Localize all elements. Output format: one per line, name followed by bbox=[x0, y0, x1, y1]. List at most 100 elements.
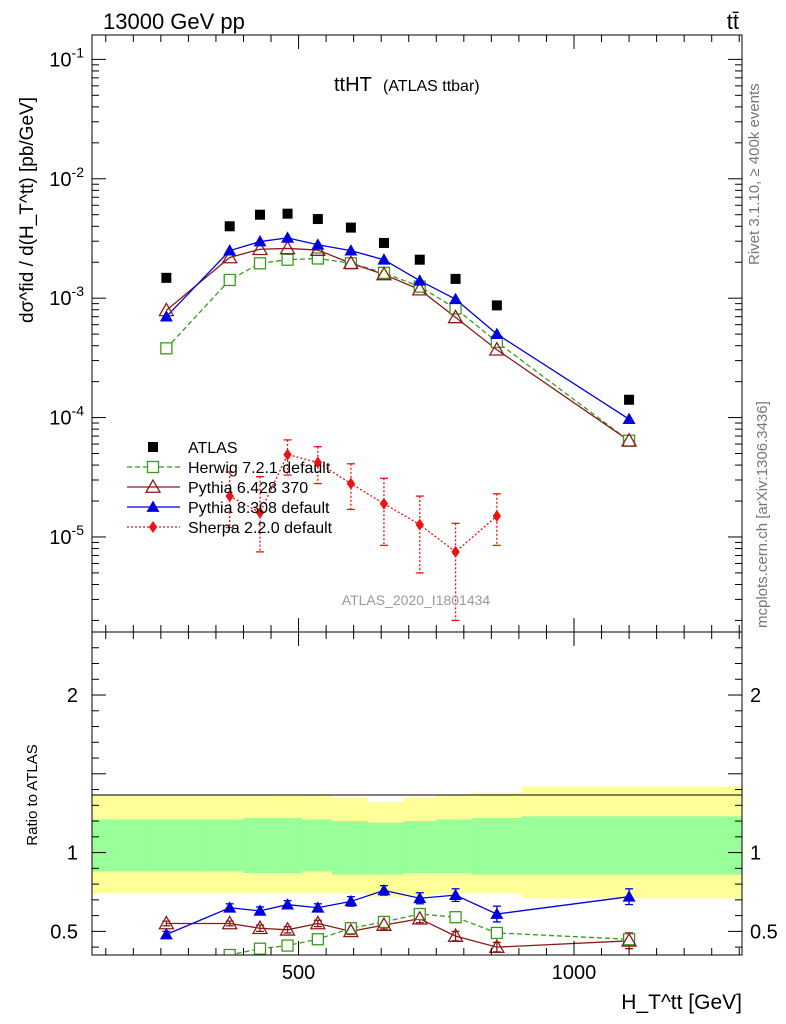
y-tick-label-exponent: -2 bbox=[72, 164, 85, 180]
herwig-point bbox=[160, 342, 173, 355]
pythia6-point bbox=[375, 266, 393, 281]
ratio-panel: 500 1000 0.5 0.5 1 1 2 2 Ratio to ATLAS H_T^tt … bbox=[24, 631, 778, 1014]
pythia8-point bbox=[413, 274, 427, 286]
pythia6-point bbox=[488, 341, 505, 356]
pythia6-point bbox=[447, 309, 464, 324]
y-tick-label-base: 10 bbox=[49, 527, 71, 549]
pythia8-point bbox=[253, 235, 267, 247]
ratio-pythia8-point bbox=[223, 901, 237, 913]
pythia6-point bbox=[251, 240, 269, 256]
ratio-axes: 500 1000 0.5 0.5 1 1 2 2 bbox=[50, 632, 778, 984]
ratio-herwig-point bbox=[377, 915, 391, 929]
main-ylabel: dσ^fid / d(H_T^tt) [pb/GeV] bbox=[17, 97, 38, 323]
pythia8-point bbox=[223, 244, 237, 256]
pythia6-point bbox=[221, 249, 238, 264]
y-tick-label-base: 10 bbox=[49, 169, 71, 191]
ratio-pythia6-point bbox=[309, 915, 326, 930]
herwig-point bbox=[223, 273, 236, 287]
ratio-pythia6-point bbox=[279, 921, 296, 936]
legend-marker-sherpa bbox=[148, 521, 158, 533]
pythia6-point bbox=[620, 432, 638, 447]
main-panel-frame bbox=[91, 34, 743, 633]
ratio-plot-marks bbox=[158, 883, 638, 975]
main-axes: 10-110-210-310-410-5 bbox=[49, 35, 742, 632]
sherpa-point bbox=[379, 497, 389, 510]
ratio-herwig-point bbox=[413, 907, 426, 921]
y-tick-label-base: 10 bbox=[49, 49, 71, 71]
ratio-herwig-point bbox=[311, 933, 324, 946]
sherpa-point bbox=[415, 518, 424, 531]
ratio-band-inner bbox=[273, 817, 302, 874]
pythia8-point bbox=[490, 327, 504, 339]
atlas-point bbox=[312, 214, 323, 225]
ratio-pythia6-point bbox=[158, 915, 175, 930]
legend-marker-pythia6 bbox=[144, 478, 162, 493]
ratio-y-tick-label-right: 1 bbox=[750, 843, 761, 865]
ratio-band-inner bbox=[243, 817, 275, 874]
main-panel: 10-110-210-310-410-5 ttHT (ATLAS ttbar) … bbox=[17, 34, 743, 633]
pythia8-point bbox=[311, 238, 325, 250]
legend-label: ATLAS bbox=[188, 440, 238, 457]
pythia8-point bbox=[377, 253, 391, 265]
y-tick-label-base: 10 bbox=[49, 288, 71, 310]
ratio-y-tick-label-left: 2 bbox=[67, 685, 78, 707]
legend-label: Sherpa 2.2.0 default bbox=[188, 520, 333, 537]
ratio-herwig-point bbox=[344, 922, 358, 935]
sherpa-point bbox=[283, 448, 292, 461]
pythia6-point bbox=[342, 254, 360, 270]
header-left: 13000 GeV pp bbox=[103, 9, 245, 34]
pythia8-point bbox=[449, 292, 463, 305]
x-axis-label: H_T^tt [GeV] bbox=[621, 991, 742, 1014]
atlas-point bbox=[624, 394, 635, 405]
ratio-band-inner bbox=[436, 819, 473, 874]
ratio-pythia6-point bbox=[488, 938, 505, 954]
y-tick-label: 10-1 bbox=[49, 44, 84, 71]
herwig-point bbox=[311, 252, 324, 265]
pythia8-point bbox=[344, 244, 358, 256]
y-tick-label-exponent: -1 bbox=[72, 44, 85, 60]
legend-label: Pythia 8.308 default bbox=[188, 500, 330, 517]
ratio-herwig-point bbox=[490, 926, 504, 940]
pythia8-point bbox=[281, 231, 295, 243]
pythia8-line bbox=[165, 237, 630, 420]
x-tick-label: 500 bbox=[282, 962, 315, 984]
ratio-band-inner bbox=[331, 821, 368, 875]
mcplots-label: mcplots.cern.ch [arXiv:1306.3436] bbox=[754, 401, 771, 628]
ratio-pythia6-point bbox=[375, 916, 393, 931]
ratio-y-tick-label-right: 2 bbox=[750, 685, 761, 707]
ratio-pythia8-point bbox=[449, 888, 463, 901]
atlas-point bbox=[491, 300, 502, 311]
herwig-point bbox=[281, 253, 294, 266]
sherpa-point bbox=[313, 456, 323, 469]
pythia6-point bbox=[411, 281, 428, 296]
herwig-point bbox=[253, 257, 267, 270]
legend-marker-herwig bbox=[146, 460, 160, 474]
y-tick-label-exponent: -5 bbox=[72, 522, 85, 538]
ratio-pythia8-point bbox=[159, 928, 173, 940]
plot-title: ttHT (ATLAS ttbar) bbox=[334, 74, 480, 96]
main-plot-marks bbox=[158, 208, 638, 622]
ratio-pythia6-point bbox=[447, 927, 464, 942]
ratio-pythia6-point bbox=[411, 910, 428, 925]
ratio-herwig-point bbox=[161, 964, 172, 975]
pythia8-point bbox=[159, 310, 173, 322]
ratio-pythia8-point bbox=[490, 907, 504, 919]
ratio-pythia8-point bbox=[311, 901, 325, 913]
ratio-herwig-point bbox=[253, 942, 267, 955]
atlas-point bbox=[161, 272, 172, 283]
atlas-point bbox=[378, 237, 389, 248]
y-tick-label-exponent: -3 bbox=[72, 283, 85, 299]
ratio-bands bbox=[92, 786, 743, 899]
ratio-band-inner bbox=[521, 816, 743, 875]
ratio-herwig-point bbox=[223, 948, 236, 955]
ratio-pythia8-point bbox=[413, 891, 427, 904]
ratio-herwig-point bbox=[281, 939, 294, 952]
ratio-pythia6-point bbox=[221, 915, 238, 930]
plot-title-sub: (ATLAS ttbar) bbox=[383, 78, 480, 95]
ratio-y-tick-label-left: 1 bbox=[67, 843, 78, 865]
legend-label: Pythia 6.428 370 bbox=[188, 480, 308, 497]
sherpa-point bbox=[492, 509, 502, 522]
ratio-y-tick-label-right: 0.5 bbox=[750, 921, 778, 943]
header-right: tt̄ bbox=[727, 9, 739, 34]
